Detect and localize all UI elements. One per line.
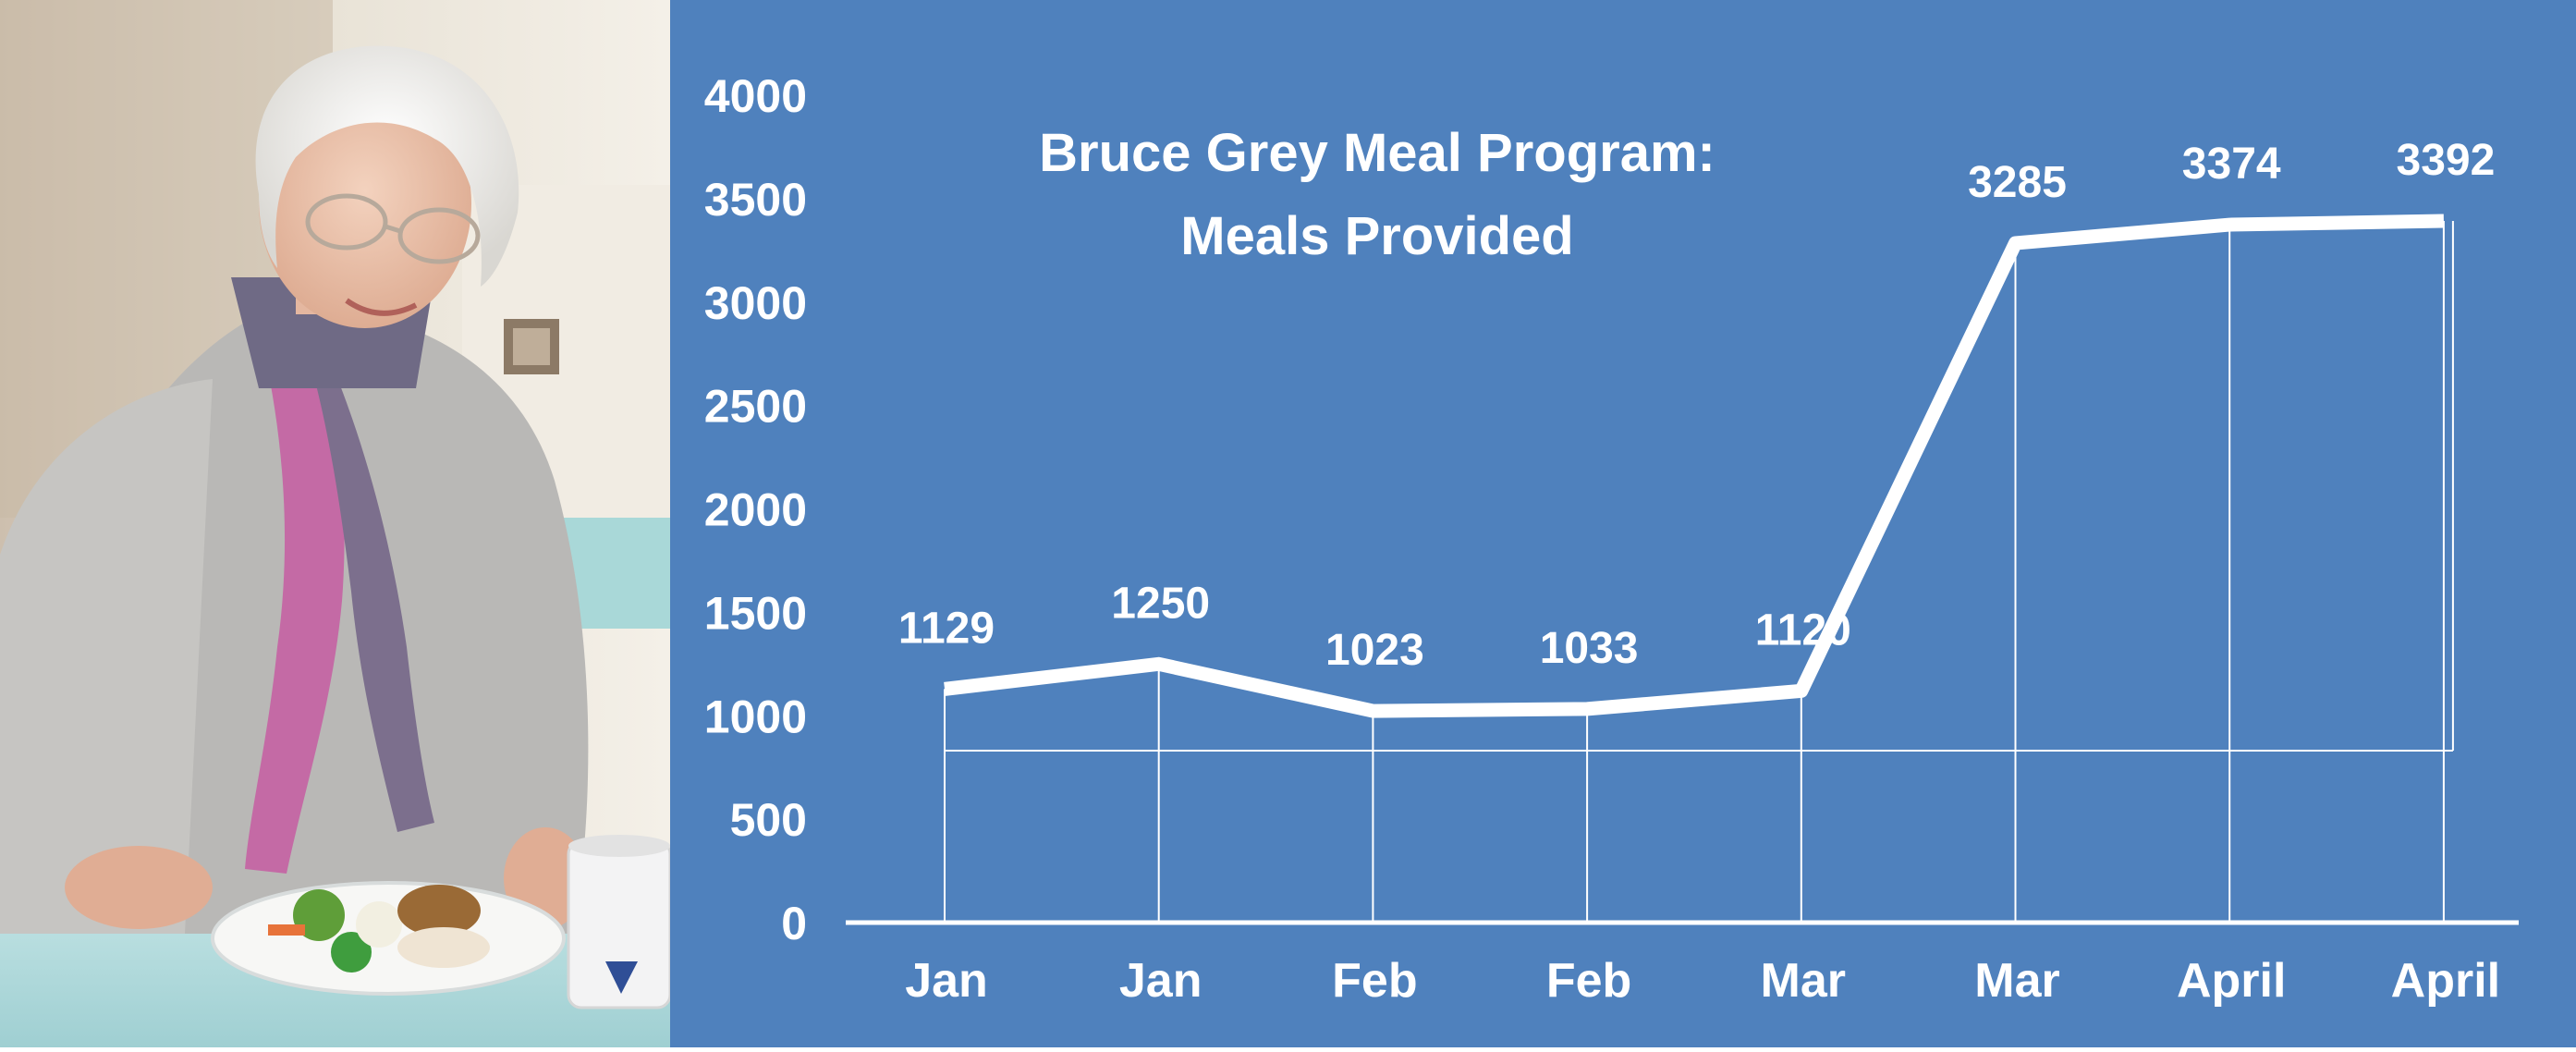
- line-chart: 0 500 1000 1500 2000 2500 3000 3500 4000 Jan Jan F…: [670, 0, 2576, 1047]
- y-tick-label: 0: [781, 898, 807, 949]
- series-line: [944, 214, 2445, 718]
- y-tick-label: 1000: [704, 691, 807, 742]
- x-tick-label: April: [2391, 954, 2500, 1008]
- y-tick-label: 2000: [704, 484, 807, 536]
- data-label: 3285: [1968, 158, 2067, 207]
- y-axis-tick-labels: 0 500 1000 1500 2000 2500 3000 3500 4000: [704, 70, 807, 949]
- drop-lines: [944, 221, 2454, 923]
- y-tick-label: 500: [730, 794, 807, 846]
- chart-background: [670, 0, 2576, 1047]
- x-tick-label: Jan: [1119, 954, 1203, 1008]
- data-label: 1120: [1755, 606, 1851, 654]
- x-tick-label: Jan: [905, 954, 988, 1008]
- data-label: 1033: [1540, 624, 1639, 673]
- chart-panel: 0 500 1000 1500 2000 2500 3000 3500 4000 Jan Jan F…: [670, 0, 2576, 1047]
- chart-title-line-2: Meals Provided: [1180, 206, 1573, 266]
- data-label: 1023: [1325, 626, 1424, 675]
- y-tick-label: 4000: [704, 70, 807, 122]
- chart-title-line-1: Bruce Grey Meal Program:: [1039, 123, 1715, 183]
- x-tick-label: Mar: [1974, 954, 2059, 1008]
- x-tick-label: April: [2177, 954, 2286, 1008]
- y-tick-label: 3000: [704, 277, 807, 329]
- data-label: 3392: [2397, 136, 2496, 185]
- y-tick-label: 3500: [704, 174, 807, 226]
- data-label: 1250: [1111, 579, 1210, 628]
- x-tick-label: Mar: [1761, 954, 1846, 1008]
- photo-illustration: [0, 0, 670, 1047]
- data-labels: 1129 1250 1023 1033 1120 3285 3374 3392: [898, 136, 2495, 675]
- x-tick-label: Feb: [1546, 954, 1631, 1008]
- x-tick-label: Feb: [1332, 954, 1417, 1008]
- photo-elderly-woman-with-meal: [0, 0, 670, 1047]
- data-label: 1129: [898, 604, 995, 653]
- data-label: 3374: [2182, 140, 2281, 189]
- y-tick-label: 2500: [704, 381, 807, 433]
- y-tick-label: 1500: [704, 587, 807, 639]
- x-axis-tick-labels: Jan Jan Feb Feb Mar Mar April April: [905, 954, 2500, 1008]
